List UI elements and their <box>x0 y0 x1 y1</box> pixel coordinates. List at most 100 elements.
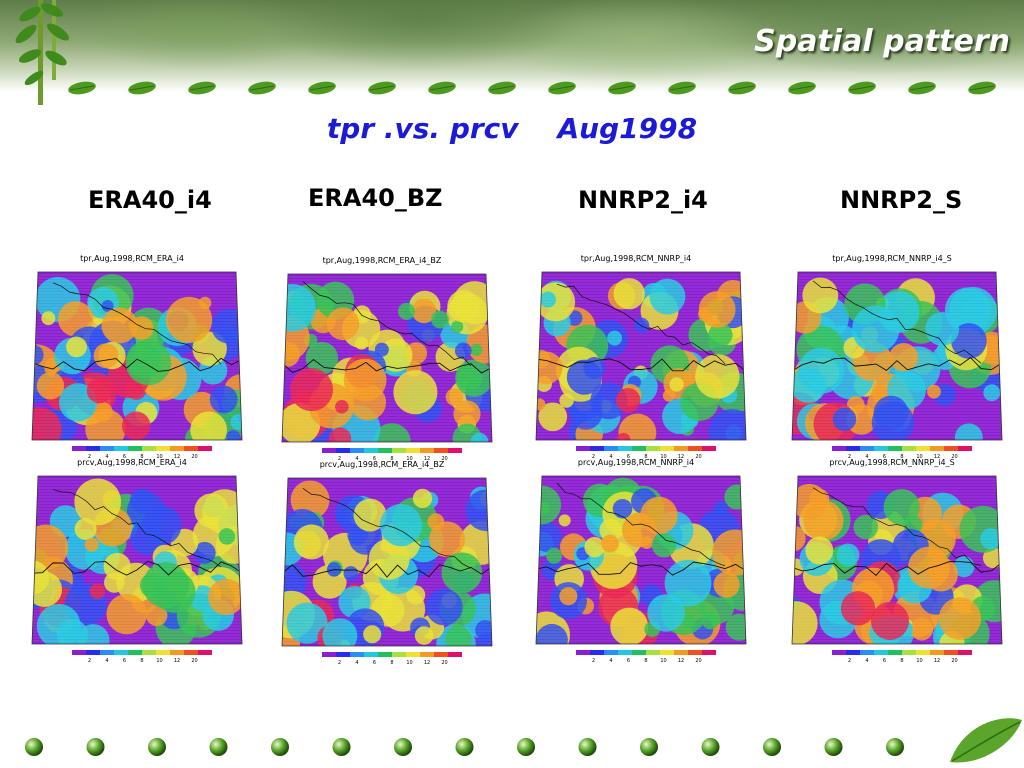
bead-icon <box>333 738 351 756</box>
colorbar-swatch <box>350 448 364 453</box>
colorbar-swatch <box>434 448 448 453</box>
colorbar-swatch <box>128 650 142 655</box>
colorbar-swatch <box>322 448 336 453</box>
precip-map: 2 4 6 8 10 12 20 <box>262 460 502 668</box>
colorbar-label: 12 <box>678 658 684 664</box>
colorbar-swatch <box>170 650 184 655</box>
colorbar-swatch <box>448 448 462 453</box>
colorbar-swatch <box>72 446 86 451</box>
colorbar-swatch <box>114 650 128 655</box>
colorbar-label: 20 <box>441 660 447 666</box>
bead-icon <box>210 738 228 756</box>
colorbar-swatch <box>448 652 462 657</box>
bead-icon <box>456 738 474 756</box>
colorbar-swatch <box>646 446 660 451</box>
colorbar-swatch <box>86 446 100 451</box>
colorbar-swatch <box>860 446 874 451</box>
panel-title: prcv,Aug,1998,RCM_ERA_i4 <box>12 458 252 467</box>
leaf-icon <box>727 80 757 97</box>
colorbar-swatch <box>646 650 660 655</box>
precip-map: 2 4 6 8 10 12 20 <box>516 254 756 462</box>
leaf-icon <box>667 80 697 97</box>
precip-map: 2 4 6 8 10 12 20 <box>772 458 1012 666</box>
colorbar-label: 8 <box>140 658 143 664</box>
colorbar-swatch <box>674 446 688 451</box>
colorbar-swatch <box>832 446 846 451</box>
colorbar-label: 10 <box>406 660 412 666</box>
colorbar-label: 12 <box>424 660 430 666</box>
colorbar-swatch <box>198 650 212 655</box>
colorbar-swatch <box>170 446 184 451</box>
leaf-icon <box>607 80 637 97</box>
colorbar-swatch <box>184 446 198 451</box>
colorbar-swatch <box>406 448 420 453</box>
colorbar-label: 2 <box>848 658 851 664</box>
bead-icon <box>825 738 843 756</box>
bead-icon <box>702 738 720 756</box>
colorbar-label: 4 <box>105 658 108 664</box>
map-panel-prcv-nnrp-i4-s: 2 4 6 8 10 12 20 prcv,Aug,1998,RCM_NNRP_i4_S <box>772 458 1012 666</box>
colorbar-swatch <box>128 446 142 451</box>
leaf-icon <box>367 80 397 97</box>
colorbar-swatch <box>392 448 406 453</box>
leaf-icon <box>547 80 577 97</box>
leaf-icon <box>787 80 817 97</box>
bead-icon <box>579 738 597 756</box>
bead-icon <box>640 738 658 756</box>
map-panel-tpr-era-i4-bz: 2 4 6 8 10 12 20 tpr,Aug,1998,RCM_ERA_i4_BZ <box>262 256 502 464</box>
colorbar-swatch <box>930 650 944 655</box>
bead-icon <box>148 738 166 756</box>
colorbar-swatch <box>364 448 378 453</box>
colorbar-swatch <box>674 650 688 655</box>
colorbar-label: 10 <box>156 658 162 664</box>
colorbar-swatch <box>142 446 156 451</box>
leaf-icon <box>187 80 217 97</box>
colorbar-swatch <box>156 650 170 655</box>
colorbar-swatch <box>930 446 944 451</box>
bead-icon <box>886 738 904 756</box>
colorbar-swatch <box>198 446 212 451</box>
colorbar-label: 10 <box>916 658 922 664</box>
colorbar-swatch <box>590 446 604 451</box>
leaf-icon <box>247 80 277 97</box>
bead-icon <box>394 738 412 756</box>
panel-title: tpr,Aug,1998,RCM_NNRP_i4_S <box>772 254 1012 263</box>
colorbar-label: 2 <box>88 658 91 664</box>
colorbar-label: 4 <box>865 658 868 664</box>
colorbar-swatch <box>576 650 590 655</box>
colorbar-swatch <box>874 446 888 451</box>
panel-title: prcv,Aug,1998,RCM_ERA_i4_BZ <box>262 460 502 469</box>
colorbar-swatch <box>860 650 874 655</box>
colorbar-swatch <box>660 446 674 451</box>
bead-icon <box>25 738 43 756</box>
leaf-icon <box>967 80 997 97</box>
colorbar-swatch <box>688 650 702 655</box>
precip-map: 2 4 6 8 10 12 20 <box>516 458 756 666</box>
colorbar-swatch <box>944 650 958 655</box>
map-panel-tpr-nnrp-i4: 2 4 6 8 10 12 20 tpr,Aug,1998,RCM_NNRP_i4 <box>516 254 756 462</box>
colorbar-swatch <box>916 446 930 451</box>
leaf-icon <box>944 712 1024 768</box>
colorbar-swatch <box>916 650 930 655</box>
bead-icon <box>87 738 105 756</box>
column-label-nnrp2-i4: NNRP2_i4 <box>578 186 708 214</box>
colorbar-swatch <box>100 650 114 655</box>
colorbar-swatch <box>660 650 674 655</box>
colorbar-swatch <box>846 650 860 655</box>
precip-map: 2 4 6 8 10 12 20 <box>262 256 502 464</box>
colorbar-swatch <box>604 650 618 655</box>
colorbar-swatch <box>944 446 958 451</box>
panel-title: tpr,Aug,1998,RCM_ERA_i4 <box>12 254 252 263</box>
colorbar-swatch <box>336 448 350 453</box>
leaf-icon <box>487 80 517 97</box>
column-label-era40-bz: ERA40_BZ <box>308 184 443 212</box>
colorbar-swatch <box>336 652 350 657</box>
colorbar-label: 4 <box>355 660 358 666</box>
colorbar-swatch <box>420 448 434 453</box>
column-label-nnrp2-s: NNRP2_S <box>840 186 962 214</box>
map-panel-prcv-era-i4-bz: 2 4 6 8 10 12 20 prcv,Aug,1998,RCM_ERA_i4_BZ <box>262 460 502 668</box>
colorbar-swatch <box>702 650 716 655</box>
colorbar-label: 8 <box>390 660 393 666</box>
leaf-icon <box>67 80 97 97</box>
colorbar-swatch <box>688 446 702 451</box>
